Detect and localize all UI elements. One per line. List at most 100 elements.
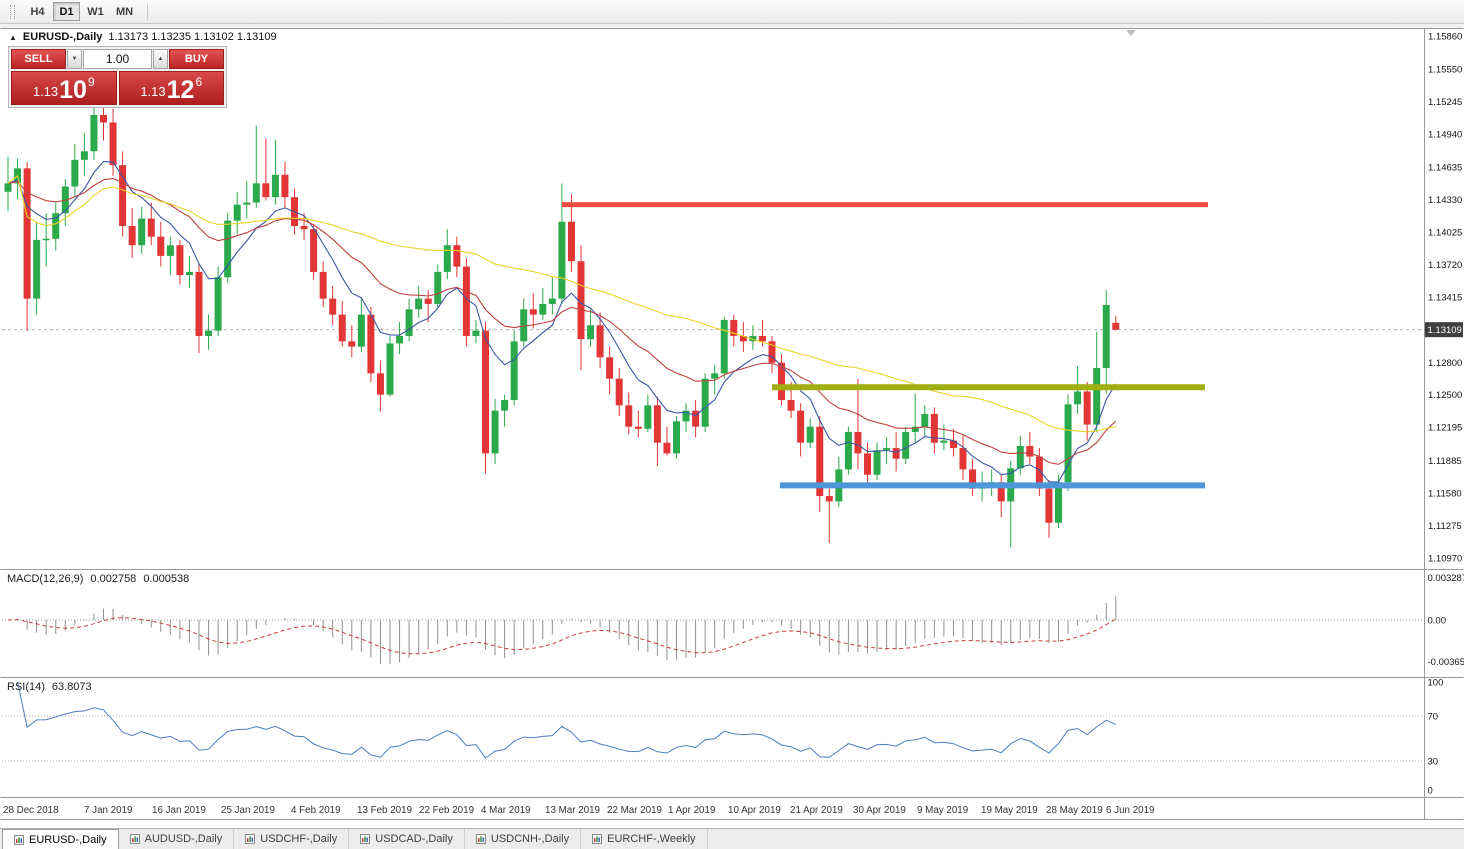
current-price-badge-value: 1.13109: [1428, 325, 1462, 336]
date-axis-label: 1 Apr 2019: [668, 805, 715, 816]
candle-body: [214, 277, 222, 331]
candle-body: [472, 330, 480, 336]
price-axis-label: 1.15860: [1428, 32, 1462, 43]
chart-tab-audusd-daily[interactable]: AUDUSD-,Daily: [119, 829, 235, 849]
toolbar-grip-icon[interactable]: [10, 4, 15, 19]
price-axis-label: 1.11275: [1428, 521, 1462, 532]
candle-body: [319, 271, 327, 299]
macd-signal-value: 0.000538: [143, 573, 190, 585]
date-axis-label: 22 Feb 2019: [419, 805, 474, 816]
volume-increase-button[interactable]: ▲: [153, 49, 168, 69]
candle-body: [100, 114, 107, 123]
candle-body: [300, 226, 308, 230]
price-axis-label: 1.12195: [1428, 423, 1462, 434]
macd-header: MACD(12,26,9) 0.002758 0.000538: [7, 573, 189, 585]
tab-chart-icon: [245, 834, 256, 844]
price-axis-label: 1.11885: [1428, 456, 1462, 467]
timeframe-toolbar: H4 D1 W1 MN: [0, 0, 1464, 24]
moving-averages-group: [7, 160, 1117, 483]
candle-body: [367, 314, 375, 374]
candle-body: [711, 373, 719, 379]
sell-price-point: 9: [87, 75, 95, 89]
candle-body: [119, 165, 127, 227]
timeframe-button-w1[interactable]: W1: [82, 2, 109, 21]
candle-body: [262, 183, 270, 198]
candle-body: [424, 298, 432, 304]
candle-body: [567, 221, 575, 262]
macd-label: MACD(12,26,9): [7, 573, 84, 585]
trade-controls-row: SELL ▼ ▲ BUY: [11, 49, 224, 69]
candle-body: [911, 426, 919, 433]
trade-prices-row: 1.13 10 9 1.13 12 6: [11, 71, 224, 105]
candle-body: [997, 482, 1005, 502]
timeframe-button-h4[interactable]: H4: [24, 2, 51, 21]
tab-chart-icon: [475, 834, 486, 844]
price-axis[interactable]: 1.15860 1.15550 1.15245 1.14940 1.14635 1.143…: [1425, 32, 1464, 797]
buy-price-point: 6: [195, 75, 203, 89]
candle-body: [844, 432, 852, 470]
candles-group: [4, 97, 1120, 548]
candle-body: [959, 448, 967, 470]
candle-body: [587, 325, 595, 340]
sell-button[interactable]: SELL: [11, 49, 66, 69]
price-axis-label: 1.14330: [1428, 195, 1462, 206]
volume-input[interactable]: [83, 49, 152, 69]
candle-body: [673, 421, 680, 454]
candle-body: [376, 373, 384, 395]
buy-button[interactable]: BUY: [169, 49, 224, 69]
timeframe-button-mn[interactable]: MN: [111, 2, 138, 21]
candle-body: [138, 218, 146, 246]
candle-body: [854, 432, 862, 454]
candle-body: [529, 309, 537, 315]
date-axis-label: 28 Dec 2018: [3, 805, 59, 816]
candle-body: [615, 378, 623, 406]
candle-body: [749, 335, 757, 342]
volume-decrease-button[interactable]: ▼: [67, 49, 82, 69]
buy-price-button[interactable]: 1.13 12 6: [118, 71, 224, 105]
moving-average-line-ema21: [7, 177, 1117, 465]
chart-tab-usdcnh-daily[interactable]: USDCNH-,Daily: [465, 829, 582, 849]
macd-histogram: [17, 596, 1117, 664]
date-axis[interactable]: 28 Dec 2018 7 Jan 2019 16 Jan 2019 25 Jan 2…: [3, 805, 1154, 816]
price-axis-label: 1.13415: [1428, 293, 1462, 304]
chart-shift-marker-icon[interactable]: [1126, 30, 1136, 36]
candle-body: [176, 245, 184, 276]
date-axis-label: 4 Feb 2019: [291, 805, 341, 816]
chart-tab-eurchf-weekly[interactable]: EURCHF-,Weekly: [581, 829, 708, 849]
date-axis-label: 25 Jan 2019: [221, 805, 275, 816]
candle-body: [462, 266, 470, 336]
candle-body: [768, 341, 776, 363]
candle-body: [128, 226, 136, 246]
chart-tab-label: EURUSD-,Daily: [29, 833, 107, 846]
candle-body: [4, 183, 12, 192]
candle-body: [33, 239, 41, 299]
candle-body: [606, 357, 614, 379]
price-axis-label: 1.11580: [1428, 488, 1462, 499]
sell-price-button[interactable]: 1.13 10 9: [11, 71, 117, 105]
candle-body: [157, 236, 165, 256]
candle-body: [701, 378, 709, 427]
candle-body: [520, 309, 528, 342]
candle-body: [1064, 404, 1072, 483]
chart-tab-usdchf-daily[interactable]: USDCHF-,Daily: [234, 829, 350, 849]
candle-body: [663, 442, 671, 454]
date-axis-label: 22 Mar 2019: [607, 805, 662, 816]
candle-body: [653, 405, 661, 443]
candle-body: [109, 122, 117, 166]
candle-body: [453, 245, 461, 267]
candle-body: [892, 448, 900, 459]
price-axis-label: 1.10970: [1428, 554, 1462, 565]
current-price-badge: [1425, 322, 1463, 338]
candle-body: [1083, 391, 1091, 425]
chart-tab-eurusd-daily[interactable]: EURUSD-,Daily: [2, 829, 119, 849]
rsi-line: [17, 681, 1117, 759]
price-axis-label: 1.14940: [1428, 130, 1462, 141]
candle-body: [682, 410, 690, 422]
timeframe-buttons: H4 D1 W1 MN: [23, 2, 139, 21]
timeframe-button-d1[interactable]: D1: [53, 2, 80, 21]
one-click-collapse-icon[interactable]: ▲: [9, 32, 17, 42]
date-axis-label: 10 Apr 2019: [728, 805, 781, 816]
chart-tab-usdcad-daily[interactable]: USDCAD-,Daily: [349, 829, 465, 849]
